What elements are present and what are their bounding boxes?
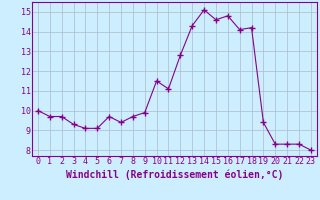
X-axis label: Windchill (Refroidissement éolien,°C): Windchill (Refroidissement éolien,°C): [66, 169, 283, 180]
